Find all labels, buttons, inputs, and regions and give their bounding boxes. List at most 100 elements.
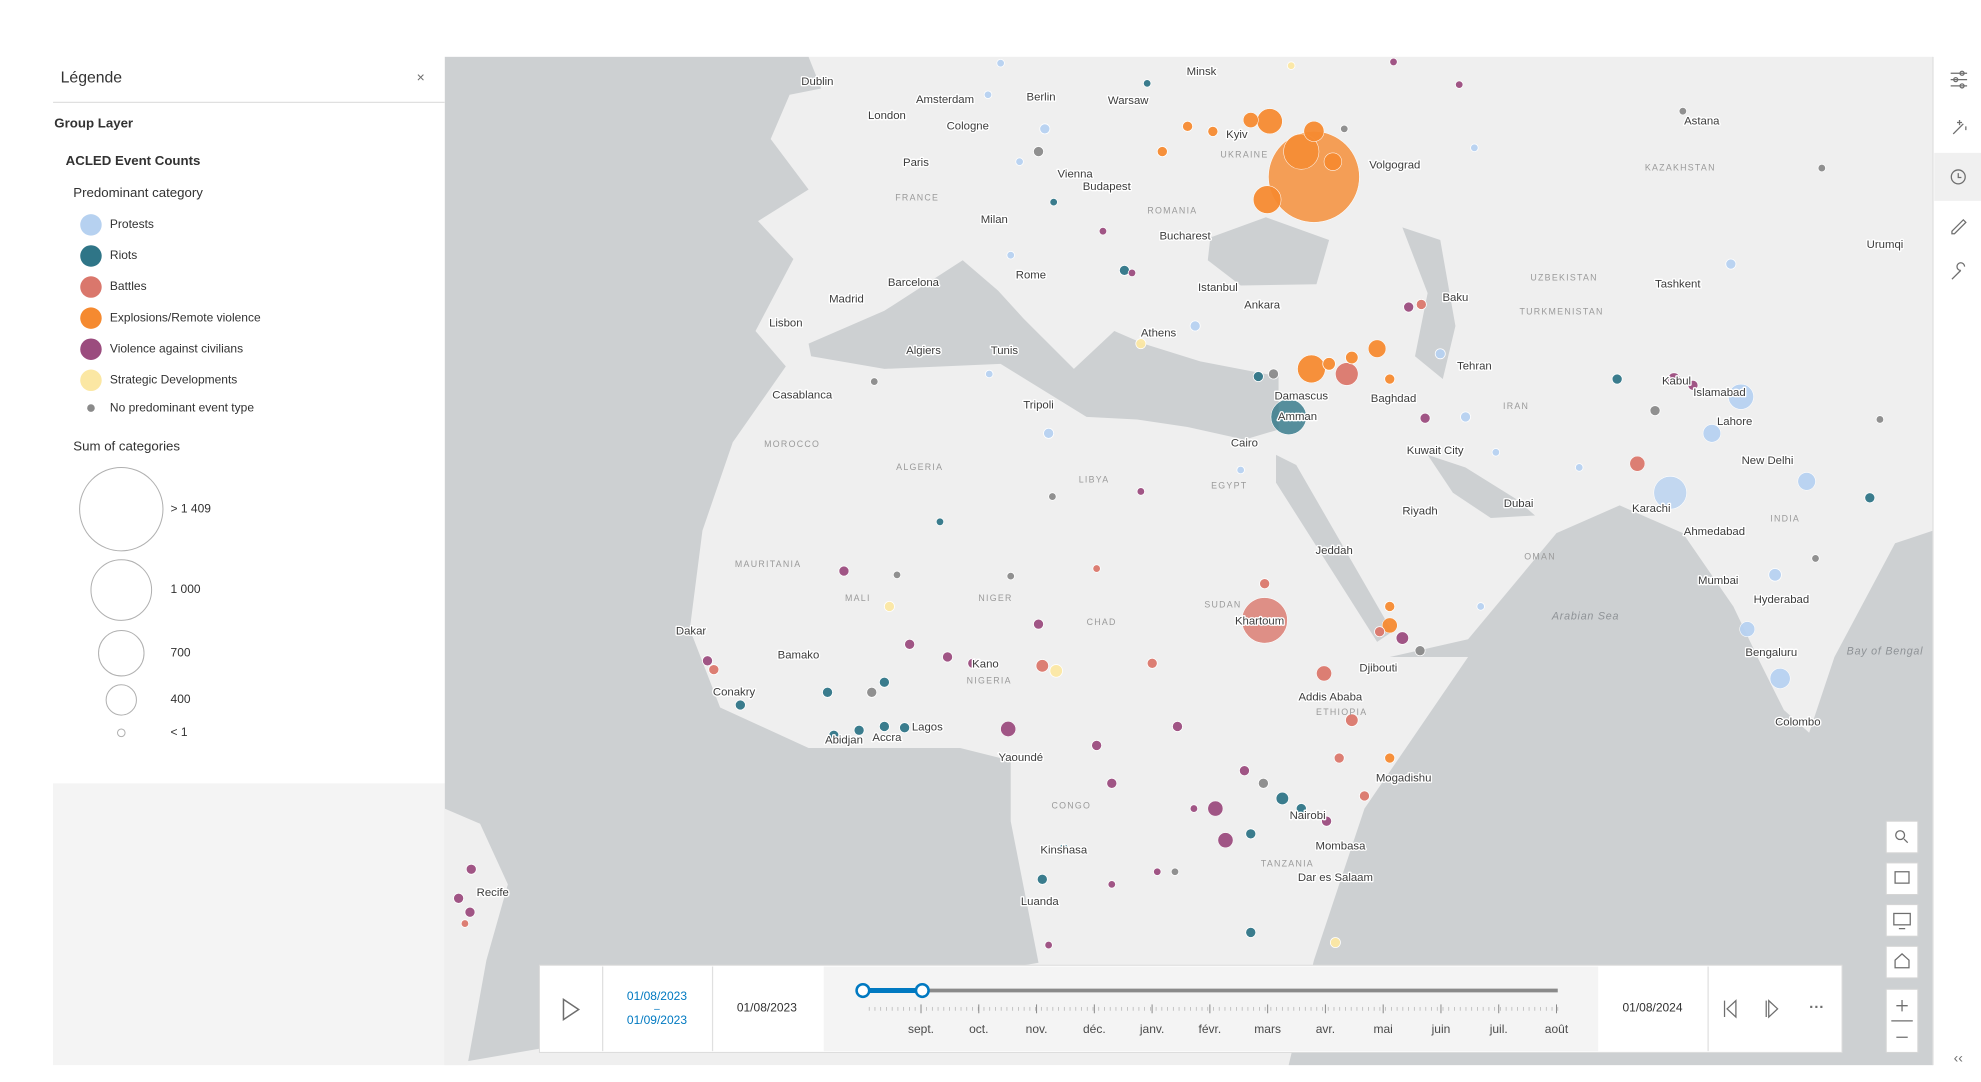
event-dot: [1864, 492, 1876, 504]
tools-icon[interactable]: [1951, 262, 1966, 280]
event-dot: [1015, 157, 1024, 166]
event-dot: [1769, 668, 1791, 689]
city-label: Milan: [981, 214, 1008, 226]
city-label: Conakry: [713, 686, 756, 698]
event-dot: [1217, 832, 1234, 849]
country-label: MOROCCO: [764, 439, 820, 449]
range-end: 01/09/2023: [627, 1013, 687, 1027]
size-swatch: [90, 559, 153, 621]
slider-thumb-end[interactable]: [914, 982, 930, 999]
event-dot: [942, 651, 953, 663]
event-dot: [1146, 657, 1158, 669]
map-buttons: [1885, 820, 1919, 1053]
sketch-icon[interactable]: [1951, 218, 1967, 235]
play-button[interactable]: [562, 997, 581, 1022]
event-dot: [1374, 626, 1386, 638]
event-dot: [1303, 121, 1325, 142]
event-dot: [899, 722, 911, 734]
country-label: CONGO: [1052, 800, 1092, 810]
city-label: Bamako: [778, 650, 820, 662]
city-label: Dar es Salaam: [1298, 872, 1373, 884]
event-dot: [1241, 597, 1288, 644]
event-dot: [1875, 415, 1885, 424]
range-separator: –: [654, 1004, 660, 1015]
event-dot: [1043, 427, 1055, 439]
persian-gulf: [1427, 454, 1536, 519]
home-button[interactable]: [1885, 945, 1919, 979]
event-dot: [967, 657, 979, 669]
event-dot: [1611, 373, 1623, 385]
mediterranean: [808, 260, 1279, 440]
event-dot: [1207, 125, 1219, 137]
event-dot: [853, 724, 865, 736]
country-label: NIGERIA: [967, 675, 1012, 685]
event-dot: [985, 369, 994, 379]
next-button[interactable]: [1765, 999, 1779, 1019]
print-button[interactable]: [1885, 862, 1919, 896]
event-dot: [1091, 739, 1103, 751]
legend-swatch: [80, 307, 102, 329]
city-label: Mogadishu: [1376, 772, 1432, 784]
size-label: 700: [171, 645, 191, 659]
more-button[interactable]: ···: [1809, 999, 1824, 1016]
event-dot: [1434, 348, 1446, 360]
slider-thumb-start[interactable]: [855, 982, 871, 999]
city-label: Kano: [972, 659, 999, 671]
city-label: Baku: [1442, 292, 1468, 304]
event-dot: [983, 90, 993, 99]
month-label: oct.: [969, 1022, 988, 1036]
event-dot: [1156, 146, 1168, 158]
sea-label: Arabian Sea: [1551, 610, 1619, 622]
effects-icon[interactable]: [1952, 120, 1967, 135]
event-dot: [1189, 804, 1199, 813]
event-dot: [1419, 412, 1431, 424]
legend-title: Légende: [61, 70, 123, 87]
event-dot: [1142, 79, 1152, 88]
country-label: NIGER: [978, 593, 1012, 603]
time-icon[interactable]: [1950, 169, 1966, 185]
time-slider: 01/08/2023 – 01/09/2023 01/08/2023 01/08…: [538, 964, 1843, 1053]
settings-icon[interactable]: [1950, 70, 1968, 89]
search-button[interactable]: [1885, 820, 1919, 854]
city-label: London: [868, 110, 906, 122]
country-label: TURKMENISTAN: [1519, 306, 1603, 316]
month-label: avr.: [1316, 1022, 1335, 1036]
city-label: Tehran: [1457, 360, 1492, 372]
city-label: Baghdad: [1371, 393, 1416, 405]
event-dot: [1253, 185, 1282, 214]
collapse-button[interactable]: ‹‹: [1954, 1049, 1964, 1065]
event-dot: [1460, 411, 1471, 423]
event-dot: [883, 601, 895, 612]
size-swatch: [98, 629, 145, 677]
event-dot: [1687, 379, 1699, 391]
previous-button[interactable]: [1723, 999, 1737, 1019]
size-label: 1 000: [171, 582, 201, 596]
country-label: TANZANIA: [1261, 859, 1314, 869]
event-dot: [1170, 867, 1180, 876]
legend-label: Violence against civilians: [110, 341, 243, 355]
country-label: INDIA: [1770, 514, 1800, 524]
legend-swatch: [80, 245, 102, 267]
event-dot: [1395, 631, 1410, 645]
event-dot: [1136, 487, 1146, 496]
event-dot: [1035, 659, 1049, 673]
city-label: New Delhi: [1742, 455, 1794, 467]
city-label: Bengaluru: [1745, 647, 1797, 659]
event-dot: [702, 655, 713, 667]
city-label: Recife: [477, 887, 509, 899]
country-label: ROMANIA: [1147, 205, 1197, 215]
city-label: Ankara: [1244, 300, 1281, 312]
event-dot: [1415, 299, 1427, 310]
close-button[interactable]: ×: [417, 69, 425, 85]
city-label: Kyiv: [1226, 129, 1248, 141]
fullscreen-button[interactable]: [1885, 904, 1919, 937]
city-label: Amsterdam: [916, 94, 974, 106]
event-dot: [734, 699, 746, 711]
toolbar: ‹‹: [1932, 56, 1981, 1065]
layer-name: ACLED Event Counts: [66, 153, 201, 168]
city-label: Jeddah: [1316, 545, 1353, 557]
event-dot: [1817, 163, 1826, 173]
event-dot: [1245, 828, 1257, 840]
event-dot: [1340, 124, 1349, 134]
